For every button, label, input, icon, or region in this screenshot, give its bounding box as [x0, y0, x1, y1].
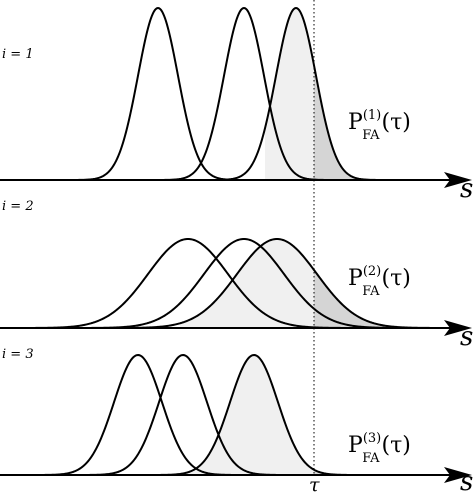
panel-3-tail-fills [184, 355, 355, 475]
light-tail-area [184, 355, 314, 475]
threshold-label: τ [309, 474, 320, 492]
panel-3-axis-arrow [444, 467, 472, 483]
panel-2-axis-variable: s [460, 322, 473, 352]
panel-2-axis-arrow [444, 320, 472, 336]
false-alarm-area [314, 65, 380, 180]
panel-1-label: i = 1 [2, 47, 34, 62]
panel-1-axis-arrow [444, 172, 472, 188]
panel-2-label: i = 2 [2, 199, 34, 214]
panel-1-axis-variable: s [460, 174, 473, 204]
panel-2-false-alarm-label: P(2) FA(τ) [348, 264, 411, 299]
false-alarm-area [314, 269, 445, 328]
panel-3-density-curves [37, 353, 355, 476]
panel-2: i = 2 s P(2) FA(τ) [0, 199, 473, 352]
density-curve-1 [37, 353, 239, 476]
panel-3: i = 3 s P(3) FA(τ) [0, 347, 473, 492]
panel-1: i = 1 s P(1) FA(τ) [0, 6, 473, 204]
density-curve-3 [212, 6, 380, 181]
density-curve-2 [82, 353, 284, 476]
panel-3-label: i = 3 [2, 347, 34, 362]
density-curve-1 [20, 237, 356, 329]
density-curve-2 [76, 237, 412, 329]
panel-1-false-alarm-label: P(1) FA(τ) [348, 108, 411, 143]
density-curve-3 [153, 353, 355, 476]
panel-2-density-curves [20, 237, 445, 329]
panel-3-false-alarm-label: P(3) FA(τ) [348, 431, 411, 466]
panel-1-density-curves [74, 6, 380, 181]
panel-2-tail-fills [180, 239, 445, 328]
density-curve-2 [160, 6, 328, 181]
light-tail-area [180, 239, 314, 328]
density-curve-1 [74, 6, 242, 181]
density-curve-3 [109, 237, 445, 329]
panel-3-axis-variable: s [460, 467, 473, 492]
